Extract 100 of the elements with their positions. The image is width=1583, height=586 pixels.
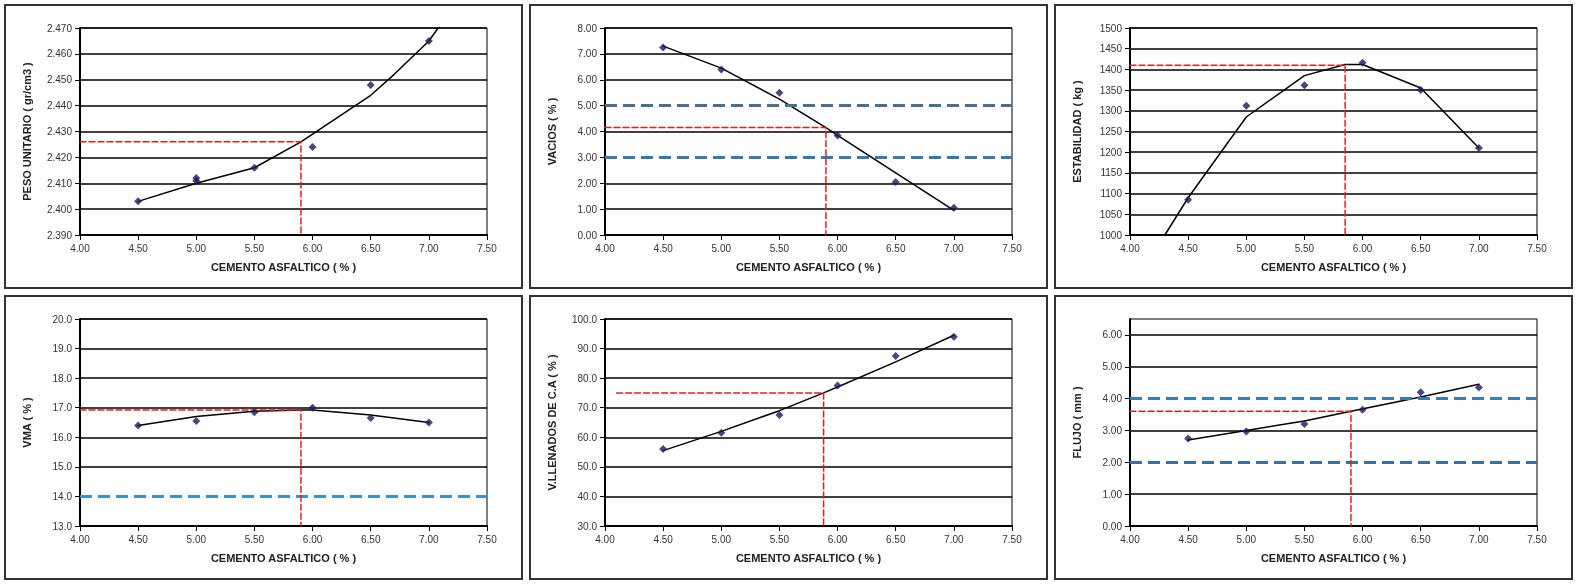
x-tick-label: 6.00	[827, 533, 848, 545]
x-tick-label: 7.50	[477, 533, 498, 545]
point	[949, 203, 958, 212]
y-tick-label: 2.00	[1102, 456, 1123, 468]
x-tick-label: 6.50	[885, 242, 906, 254]
y-tick-label: 40.0	[577, 490, 598, 502]
y-tick-label: 2.470	[46, 22, 73, 34]
point	[308, 403, 317, 412]
x-tick-label: 4.50	[653, 242, 674, 254]
x-tick-label: 4.50	[653, 533, 674, 545]
x-tick-label: 4.50	[1178, 533, 1199, 545]
x-tick-label: 4.00	[595, 533, 616, 545]
y-tick-label: 1250	[1099, 126, 1123, 137]
y-tick-label: 50.0	[577, 461, 598, 473]
y-tick-label: 100.0	[571, 313, 598, 325]
y-tick-label: 1350	[1099, 84, 1123, 96]
y-tick-label: 1150	[1100, 167, 1123, 179]
y-tick-label: 6.00	[1102, 329, 1123, 341]
point	[659, 445, 668, 454]
y-tick-label: 2.410	[46, 177, 73, 189]
point	[134, 197, 143, 206]
point	[891, 177, 900, 186]
x-tick-label: 6.00	[827, 242, 848, 254]
x-tick-label: 6.00	[1352, 242, 1373, 254]
y-axis-title: VMA ( % )	[20, 397, 33, 448]
x-tick-label: 6.00	[302, 242, 323, 254]
point	[1416, 86, 1425, 95]
x-tick-label: 7.00	[944, 533, 965, 545]
x-tick-label: 4.00	[70, 242, 91, 254]
y-tick-label: 2.400	[46, 203, 73, 215]
x-tick-label: 6.50	[360, 533, 381, 545]
y-axis-title: VACIOS ( % )	[545, 97, 558, 166]
y-tick-label: 1050	[1099, 208, 1123, 220]
y-tick-label: 1.00	[577, 203, 598, 215]
y-tick-label: 0.00	[1102, 520, 1123, 532]
y-tick-label: 2.460	[46, 48, 73, 60]
point	[833, 381, 842, 390]
y-axis-title: V.LLENADOS DE C.A ( % )	[545, 354, 558, 491]
y-tick-label: 17.0	[52, 402, 73, 414]
y-tick-label: 60.0	[577, 431, 598, 443]
y-tick-label: 19.0	[52, 343, 73, 355]
point	[1242, 427, 1251, 436]
x-axis-title: CEMENTO ASFALTICO ( % )	[210, 260, 357, 273]
x-tick-label: 4.00	[70, 533, 91, 545]
x-tick-label: 7.50	[477, 242, 498, 254]
x-tick-label: 7.50	[1002, 533, 1023, 545]
point	[1300, 81, 1309, 90]
x-tick-label: 7.00	[419, 242, 440, 254]
x-tick-label: 7.50	[1527, 242, 1548, 254]
x-axis-title: CEMENTO ASFALTICO ( % )	[735, 551, 882, 564]
y-tick-label: 7.00	[577, 48, 598, 60]
point	[192, 417, 201, 426]
point	[1358, 405, 1367, 414]
y-tick-label: 80.0	[577, 372, 598, 384]
y-tick-label: 1400	[1099, 63, 1123, 75]
point	[1416, 388, 1425, 397]
x-tick-label: 4.00	[1120, 533, 1141, 545]
y-axis-title: PESO UNITARIO ( gr/cm3 )	[20, 61, 33, 201]
point	[891, 351, 900, 360]
x-tick-label: 4.50	[128, 242, 149, 254]
point	[424, 36, 433, 45]
point	[717, 428, 726, 437]
x-axis-title: CEMENTO ASFALTICO ( % )	[210, 551, 357, 564]
y-tick-label: 16.0	[52, 431, 73, 443]
x-tick-label: 4.50	[128, 533, 149, 545]
y-tick-label: 3.00	[577, 151, 598, 163]
y-tick-label: 1450	[1099, 43, 1123, 55]
y-axis-title: FLUJO ( mm )	[1070, 386, 1083, 459]
point	[1242, 101, 1251, 110]
x-tick-label: 5.50	[244, 242, 265, 254]
y-tick-label: 1200	[1099, 146, 1123, 158]
x-tick-label: 5.00	[1236, 242, 1257, 254]
y-tick-label: 2.430	[46, 126, 73, 137]
x-tick-label: 5.50	[244, 533, 265, 545]
x-tick-label: 7.00	[1469, 533, 1490, 545]
x-tick-label: 7.50	[1002, 242, 1023, 254]
point	[424, 418, 433, 427]
y-tick-label: 13.0	[52, 520, 73, 532]
point	[250, 408, 259, 417]
x-tick-label: 6.50	[885, 533, 906, 545]
x-tick-label: 5.00	[186, 533, 207, 545]
point	[775, 88, 784, 97]
point	[1358, 58, 1367, 67]
point	[949, 332, 958, 341]
y-tick-label: 2.450	[46, 74, 73, 86]
x-tick-label: 6.50	[1410, 533, 1431, 545]
y-tick-label: 1100	[1100, 188, 1123, 200]
x-tick-label: 6.00	[302, 533, 323, 545]
y-tick-label: 2.390	[46, 229, 73, 241]
x-tick-label: 5.00	[1236, 533, 1257, 545]
y-tick-label: 20.0	[52, 313, 73, 325]
x-tick-label: 5.50	[769, 242, 790, 254]
x-tick-label: 4.50	[1178, 242, 1199, 254]
x-axis-title: CEMENTO ASFALTICO ( % )	[735, 260, 882, 273]
x-tick-label: 7.50	[1527, 533, 1548, 545]
y-tick-label: 4.00	[1102, 393, 1123, 405]
y-tick-label: 8.00	[577, 22, 598, 34]
x-tick-label: 6.50	[1410, 242, 1431, 254]
y-tick-label: 6.00	[577, 74, 598, 86]
x-tick-label: 5.00	[711, 242, 732, 254]
